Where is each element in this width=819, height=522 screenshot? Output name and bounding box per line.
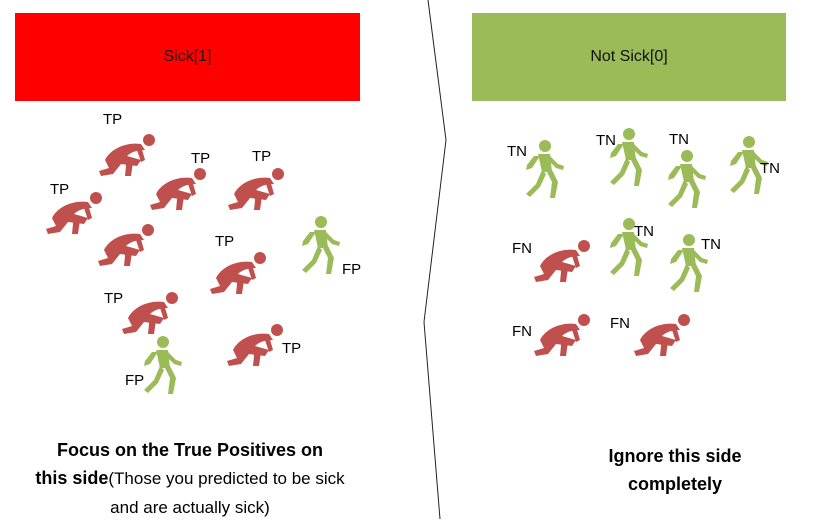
walking-figure-fp — [288, 216, 350, 278]
walking-figure-tn — [654, 150, 716, 212]
crouching-figure-tp — [208, 244, 270, 306]
fn-label: FN — [512, 240, 532, 257]
fp-label: FP — [342, 261, 362, 278]
ignore-caption-line1: Ignore this side — [608, 446, 742, 466]
focus-caption-line1: Focus on the True Positives on — [56, 440, 324, 460]
sick-banner-label: Sick[1] — [163, 48, 212, 65]
fn-label: FN — [610, 315, 630, 332]
tp-label: TP — [50, 181, 70, 198]
tp-label: TP — [252, 148, 272, 165]
crouching-figure-tp — [226, 160, 288, 222]
tn-label: TN — [596, 132, 616, 149]
tp-label: TP — [282, 340, 302, 357]
ignore-caption: Ignore this side completely — [560, 442, 790, 498]
crouching-figure-fn — [632, 306, 694, 368]
tp-label: TP — [104, 290, 124, 307]
tn-label: TN — [634, 223, 654, 240]
focus-caption-line2: this side — [35, 468, 109, 488]
crouching-figure-tp — [225, 316, 287, 378]
crouching-figure-fn — [532, 306, 594, 368]
fn-label: FN — [512, 323, 532, 340]
crouching-figure — [96, 216, 158, 278]
fp-label: FP — [125, 372, 145, 389]
tn-label: TN — [760, 160, 780, 177]
crouching-figure-fn — [532, 232, 594, 294]
tn-label: TN — [701, 236, 721, 253]
ignore-caption-line2: completely — [627, 474, 723, 494]
tp-label: TP — [191, 150, 211, 167]
not-sick-banner-label: Not Sick[0] — [590, 48, 668, 65]
tn-label: TN — [507, 143, 527, 160]
tn-label: TN — [669, 131, 689, 148]
sick-banner: Sick[1] — [15, 13, 360, 101]
tp-label: TP — [103, 111, 123, 128]
tp-label: TP — [215, 233, 235, 250]
focus-caption-note: (Those you predicted to be sick and are … — [108, 469, 345, 517]
crouching-figure-tp — [148, 160, 210, 222]
focus-caption: Focus on the True Positives on this side… — [30, 436, 350, 522]
not-sick-banner: Not Sick[0] — [472, 13, 786, 101]
